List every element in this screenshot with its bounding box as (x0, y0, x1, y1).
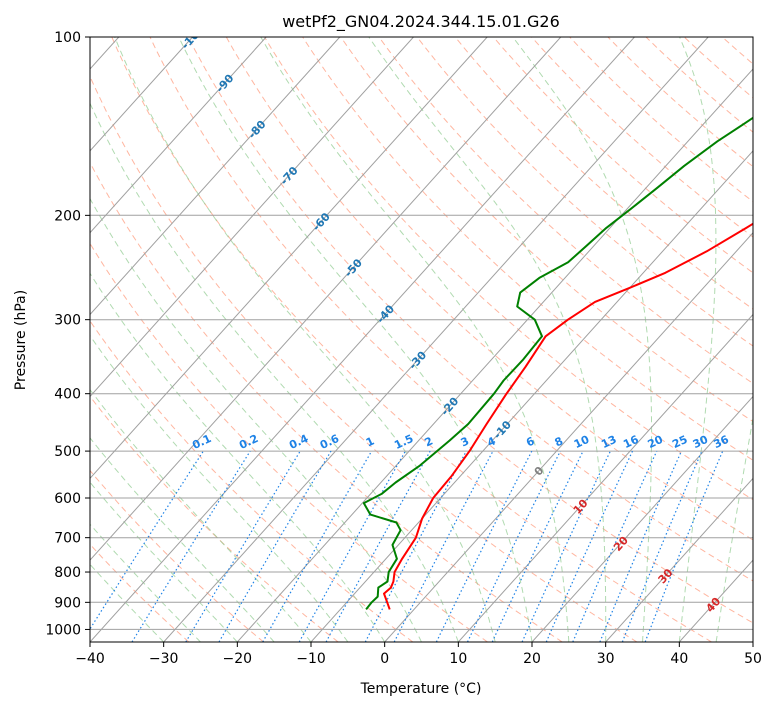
isotherm-line (90, 37, 267, 234)
mixing-ratio-line (572, 450, 658, 642)
x-tick-label: 30 (597, 651, 615, 667)
dry-adiabat (90, 242, 488, 642)
x-tick-label: −20 (223, 651, 253, 667)
isotherm-line (90, 37, 562, 561)
moist-adiabat (368, 37, 607, 642)
y-tick-label: 100 (54, 30, 81, 46)
isotherm-line (90, 37, 414, 398)
x-tick-label: −30 (149, 651, 179, 667)
background-lines (90, 37, 753, 642)
isotherm-line (163, 37, 709, 642)
x-axis-ticks: −40 −30 −20 −10 0 10 20 30 40 50 (75, 642, 762, 667)
moist-adiabat (90, 563, 165, 642)
x-tick-label: −10 (296, 651, 326, 667)
x-axis-label: Temperature (°C) (360, 681, 482, 697)
isotherm-line (90, 37, 193, 152)
moist-adiabat (90, 388, 312, 642)
moist-adiabat (90, 334, 349, 642)
mixing-ratio-line (325, 450, 431, 642)
isotherm-line (531, 395, 753, 642)
y-tick-label: 300 (54, 313, 81, 329)
dry-adiabat (149, 37, 753, 624)
isotherm-line (90, 37, 341, 316)
x-tick-label: 20 (523, 651, 541, 667)
y-tick-label: 1000 (45, 622, 81, 638)
dry-adiabat (90, 543, 190, 642)
dewpoint-profile-line (362, 116, 753, 611)
isotherm-line (384, 232, 753, 642)
x-tick-label: 0 (380, 651, 389, 667)
x-tick-label: 50 (744, 651, 762, 667)
moist-adiabat (260, 37, 570, 642)
dry-adiabat (90, 395, 339, 642)
mixing-ratio-line (131, 450, 251, 642)
moist-adiabat (512, 37, 653, 642)
mixing-ratio-label: 25 (670, 433, 689, 451)
y-tick-label: 800 (54, 565, 81, 581)
mixing-ratio-line (90, 450, 204, 631)
y-tick-label: 600 (54, 491, 81, 507)
dry-adiabat (416, 37, 753, 347)
mixing-ratio-label: 36 (712, 433, 732, 451)
y-tick-label: 900 (54, 595, 81, 611)
dry-adiabat (90, 161, 563, 642)
mixing-ratio-line (545, 450, 634, 642)
isotherm-line (236, 68, 753, 642)
moist-adiabat (715, 415, 753, 642)
isotherm-line (90, 37, 488, 480)
mixing-ratio-label: 13 (599, 433, 618, 451)
isotherm-line (310, 150, 753, 642)
moist-adiabat (90, 523, 201, 642)
y-tick-label: 500 (54, 444, 81, 460)
x-tick-label: 40 (670, 651, 688, 667)
temperature-profile-line (383, 222, 753, 610)
mixing-ratio-label: 10 (572, 433, 592, 451)
moist-adiabat (178, 37, 533, 642)
y-tick-label: 200 (54, 208, 81, 224)
dry-adiabat (454, 37, 753, 310)
dry-adiabat (90, 469, 264, 642)
y-axis-label: Pressure (hPa) (13, 290, 29, 390)
x-tick-label: 10 (449, 651, 467, 667)
mixing-ratio-line (435, 450, 533, 642)
moist-adiabat (678, 37, 717, 642)
mixing-ratio-line (621, 450, 703, 642)
mixing-ratio-label: 20 (646, 433, 666, 451)
moist-adiabat (90, 102, 459, 642)
x-tick-label: −40 (75, 651, 105, 667)
plot-frame (89, 36, 754, 643)
mixing-ratio-line (364, 450, 467, 642)
mixing-ratio-label: 16 (621, 433, 641, 451)
mixing-ratio-line (644, 450, 724, 642)
y-tick-label: 700 (54, 531, 81, 547)
mixing-ratio-labels: 0.1 0.2 0.4 0.6 1 1.5 2 3 4 6 8 10 13 16 20 25 30 36 (190, 432, 731, 452)
profile-series (362, 116, 753, 611)
mixing-ratio-line (599, 450, 682, 642)
mixing-ratio-label: 30 (691, 433, 711, 451)
isotherm-line (90, 37, 635, 642)
isotherm-line (457, 313, 753, 642)
y-axis-ticks: 100 200 300 400 500 600 700 800 900 1000 (45, 30, 90, 638)
y-tick-label: 400 (54, 387, 81, 403)
moist-adiabat (114, 37, 496, 642)
moist-adiabat (90, 272, 386, 642)
chart-title: wetPf2_GN04.2024.344.15.01.G26 (282, 12, 560, 32)
isotherm-line (605, 477, 753, 642)
